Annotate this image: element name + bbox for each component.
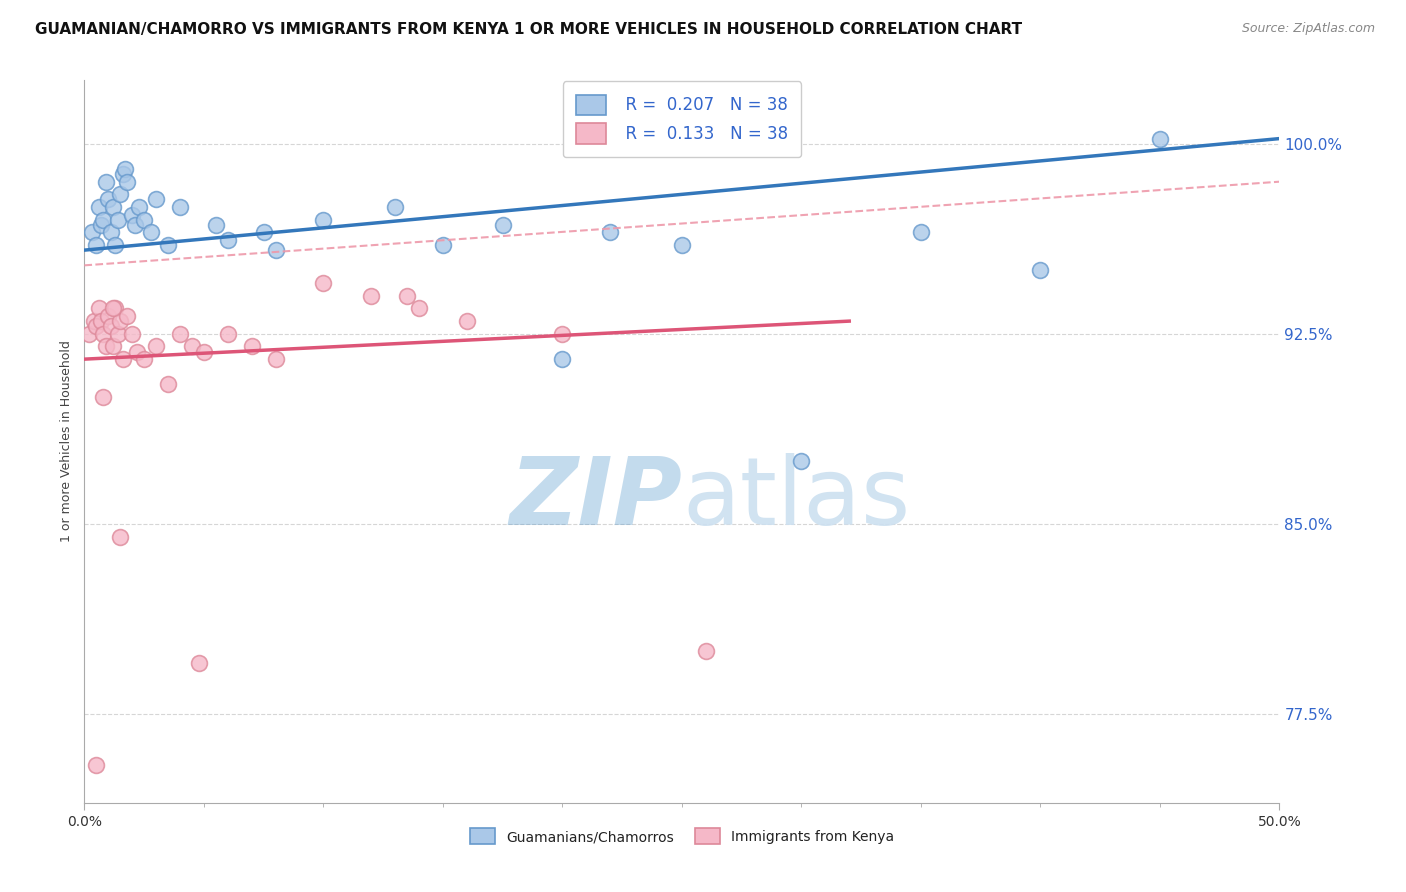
Point xyxy=(86,757,108,772)
Point xyxy=(408,301,430,316)
Point xyxy=(551,326,574,341)
Point xyxy=(94,339,117,353)
Point xyxy=(86,319,108,334)
Point xyxy=(193,344,215,359)
Point xyxy=(205,218,228,232)
Point xyxy=(87,301,110,316)
Point xyxy=(110,187,132,202)
Point xyxy=(107,326,129,341)
Point xyxy=(111,167,134,181)
Point xyxy=(264,243,287,257)
Point xyxy=(94,175,117,189)
Text: GUAMANIAN/CHAMORRO VS IMMIGRANTS FROM KENYA 1 OR MORE VEHICLES IN HOUSEHOLD CORR: GUAMANIAN/CHAMORRO VS IMMIGRANTS FROM KE… xyxy=(35,22,1022,37)
Point xyxy=(396,289,419,303)
Point xyxy=(695,643,717,657)
Point xyxy=(93,326,115,341)
Point xyxy=(125,344,148,359)
Point xyxy=(110,530,132,544)
Point xyxy=(101,200,124,214)
Point xyxy=(77,326,100,341)
Point xyxy=(87,200,110,214)
Point xyxy=(100,319,122,334)
Point xyxy=(312,212,335,227)
Point xyxy=(121,326,143,341)
Point xyxy=(90,218,112,232)
Point xyxy=(312,276,335,290)
Point xyxy=(110,314,132,328)
Point xyxy=(121,208,143,222)
Text: ZIP: ZIP xyxy=(509,453,682,545)
Point xyxy=(157,377,180,392)
Point xyxy=(107,212,129,227)
Point xyxy=(128,200,150,214)
Point xyxy=(169,200,191,214)
Point xyxy=(181,339,204,353)
Point xyxy=(100,226,122,240)
Point xyxy=(169,326,191,341)
Point xyxy=(80,226,103,240)
Point xyxy=(240,339,263,353)
Point xyxy=(492,218,515,232)
Point xyxy=(217,233,239,247)
Point xyxy=(456,314,478,328)
Point xyxy=(432,238,454,252)
Point xyxy=(132,212,156,227)
Point xyxy=(157,238,180,252)
Point xyxy=(104,238,127,252)
Legend: Guamanians/Chamorros, Immigrants from Kenya: Guamanians/Chamorros, Immigrants from Ke… xyxy=(464,823,900,850)
Point xyxy=(132,352,156,367)
Point xyxy=(101,301,124,316)
Point xyxy=(114,161,136,176)
Point xyxy=(599,226,621,240)
Point xyxy=(93,212,115,227)
Point xyxy=(117,309,139,323)
Point xyxy=(101,339,124,353)
Point xyxy=(1029,263,1052,277)
Point xyxy=(790,453,813,467)
Point xyxy=(83,314,105,328)
Point xyxy=(93,390,115,404)
Point xyxy=(104,301,127,316)
Point xyxy=(141,226,163,240)
Point xyxy=(910,226,932,240)
Point xyxy=(253,226,276,240)
Y-axis label: 1 or more Vehicles in Household: 1 or more Vehicles in Household xyxy=(60,341,73,542)
Point xyxy=(86,238,108,252)
Point xyxy=(111,352,134,367)
Point xyxy=(360,289,382,303)
Point xyxy=(1149,131,1171,145)
Point xyxy=(145,193,167,207)
Point xyxy=(188,657,211,671)
Point xyxy=(217,326,239,341)
Point xyxy=(384,200,406,214)
Point xyxy=(97,309,120,323)
Point xyxy=(671,238,693,252)
Point xyxy=(90,314,112,328)
Point xyxy=(145,339,167,353)
Point xyxy=(264,352,287,367)
Point xyxy=(551,352,574,367)
Point xyxy=(117,175,139,189)
Point xyxy=(124,218,146,232)
Point xyxy=(97,193,120,207)
Text: Source: ZipAtlas.com: Source: ZipAtlas.com xyxy=(1241,22,1375,36)
Text: atlas: atlas xyxy=(682,453,910,545)
